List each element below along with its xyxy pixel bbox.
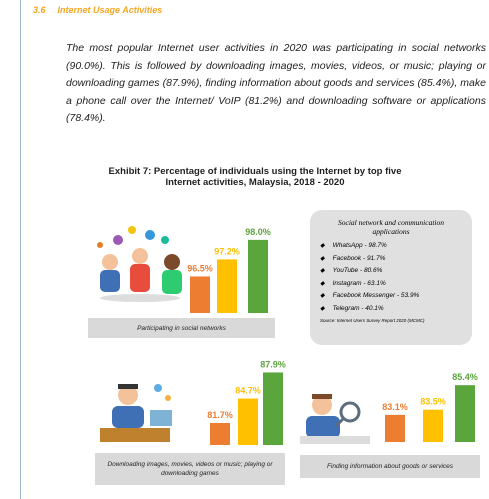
caption: Participating in social networks xyxy=(88,318,275,338)
section-number: 3.6 xyxy=(33,5,46,15)
social-box-title: Social network and communication applica… xyxy=(337,218,445,236)
caption: Finding information about goods or servi… xyxy=(300,455,480,478)
value-label: 97.2% xyxy=(214,246,240,256)
social-item: YouTube - 80.6% xyxy=(320,265,462,278)
bar xyxy=(190,276,210,313)
social-item: WhatsApp - 98.7% xyxy=(320,240,462,253)
value-label: 84.7% xyxy=(235,386,261,396)
bar xyxy=(210,422,230,445)
value-label: 85.4% xyxy=(452,372,478,382)
section-heading: 3.6 Internet Usage Activities xyxy=(33,5,174,15)
value-label: 83.1% xyxy=(382,402,408,412)
illustration xyxy=(97,226,182,302)
source: Source: Internet Users Survey Report 202… xyxy=(320,318,425,323)
social-item: Facebook Messenger - 53.9% xyxy=(320,290,462,303)
bar xyxy=(217,259,237,313)
illustration xyxy=(100,384,172,442)
bar xyxy=(238,398,258,445)
bar xyxy=(423,409,443,442)
paragraph: The most popular Internet user activitie… xyxy=(66,42,486,124)
bar xyxy=(263,372,283,445)
bar xyxy=(248,239,268,313)
margin-line xyxy=(20,0,21,499)
caption: Downloading images, movies, videos or mu… xyxy=(95,453,285,485)
value-label: 87.9% xyxy=(260,359,286,369)
value-label: 98.0% xyxy=(245,227,271,237)
social-item: Facebook - 91.7% xyxy=(320,253,462,266)
value-label: 81.7% xyxy=(207,410,233,420)
social-box: Social network and communication applica… xyxy=(310,210,472,345)
social-item: Instagram - 63.1% xyxy=(320,278,462,291)
section-title: Internet Usage Activities xyxy=(57,5,163,15)
exhibit-title: Exhibit 7: Percentage of individuals usi… xyxy=(108,166,402,188)
social-list: WhatsApp - 98.7%Facebook - 91.7%YouTube … xyxy=(320,240,462,315)
bar xyxy=(385,414,405,442)
value-label: 96.5% xyxy=(187,263,213,273)
value-label: 83.5% xyxy=(420,397,446,407)
social-item: Telegram - 40.1% xyxy=(320,303,462,316)
bar xyxy=(455,385,475,442)
illustration xyxy=(300,394,370,444)
